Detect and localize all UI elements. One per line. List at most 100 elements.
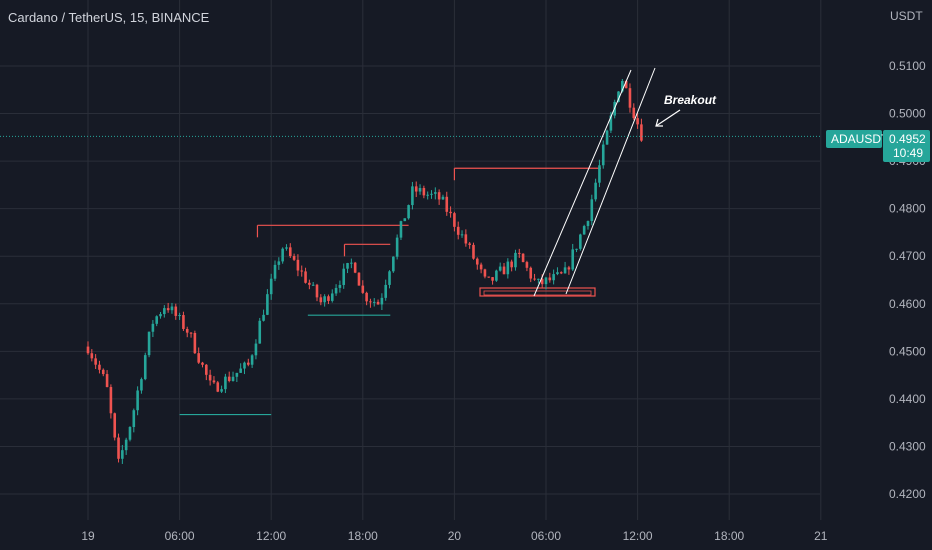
candle-body bbox=[254, 343, 258, 356]
candle-body bbox=[372, 301, 376, 303]
candle-body bbox=[468, 243, 471, 245]
candle-body bbox=[334, 287, 338, 294]
time-tick-label: 18:00 bbox=[714, 529, 744, 543]
candle-body bbox=[281, 248, 284, 262]
candle-body bbox=[258, 320, 262, 344]
candle-body bbox=[220, 389, 223, 392]
candle-body bbox=[483, 269, 487, 277]
candle-body bbox=[273, 264, 277, 279]
symbol-tag-text: ADAUSDT bbox=[831, 132, 889, 146]
candle-body bbox=[174, 306, 178, 316]
candle-body bbox=[216, 382, 220, 392]
candle-body bbox=[559, 272, 563, 274]
price-tick-label: 0.4400 bbox=[889, 392, 926, 406]
candle-body bbox=[491, 277, 494, 281]
candle-body bbox=[628, 88, 632, 108]
candle-body bbox=[357, 272, 361, 286]
candle-body bbox=[392, 256, 395, 272]
candle-body bbox=[311, 284, 315, 286]
candle-body bbox=[498, 266, 502, 271]
price-tag-value: 0.4952 bbox=[889, 132, 926, 146]
candle-body bbox=[292, 256, 296, 260]
candle-body bbox=[384, 284, 387, 298]
candle-body bbox=[533, 278, 536, 280]
candle-body bbox=[617, 91, 620, 102]
candle-body bbox=[319, 297, 323, 303]
candle-body bbox=[98, 364, 101, 370]
candle-body bbox=[170, 306, 174, 311]
candle-body bbox=[136, 390, 139, 411]
candle-body bbox=[304, 271, 307, 283]
candle-body bbox=[178, 315, 181, 317]
candle-body bbox=[90, 353, 94, 359]
candle-body bbox=[395, 237, 399, 257]
price-tag-countdown: 10:49 bbox=[893, 146, 923, 160]
candle-body bbox=[128, 427, 132, 440]
time-tick-label: 06:00 bbox=[165, 529, 195, 543]
candle-body bbox=[575, 248, 578, 250]
candle-body bbox=[521, 253, 525, 263]
candle-body bbox=[369, 301, 372, 303]
time-tick-label: 21 bbox=[814, 529, 828, 543]
price-tick-label: 0.4300 bbox=[889, 439, 926, 453]
candle-body bbox=[269, 278, 273, 295]
candle-body bbox=[601, 144, 605, 166]
candle-body bbox=[155, 316, 158, 324]
time-axis[interactable]: 19 06:00 12:00 18:00 20 06:00 12:00 18:00 21 bbox=[81, 529, 827, 543]
time-tick-label: 06:00 bbox=[531, 529, 561, 543]
candle-body bbox=[212, 380, 216, 383]
candle-body bbox=[640, 124, 643, 141]
candle-body bbox=[525, 262, 529, 268]
candle-body bbox=[151, 323, 155, 332]
candle-body bbox=[231, 376, 235, 381]
candle-body bbox=[365, 292, 368, 302]
price-tick-label: 0.4700 bbox=[889, 249, 926, 263]
candle-body bbox=[590, 199, 594, 222]
candle-body bbox=[166, 308, 170, 311]
candle-body bbox=[361, 285, 365, 293]
candle-body bbox=[571, 249, 575, 270]
candle-body bbox=[506, 261, 510, 275]
candle-body bbox=[235, 372, 239, 377]
candle-body bbox=[101, 369, 105, 375]
candle-body bbox=[197, 353, 200, 363]
candle-body bbox=[414, 186, 418, 192]
price-tag[interactable]: 0.4952 10:49 bbox=[883, 130, 930, 162]
candle-body bbox=[430, 193, 433, 195]
candle-body bbox=[342, 268, 346, 285]
candle-body bbox=[460, 234, 464, 236]
candle-body bbox=[143, 355, 147, 380]
candle-body bbox=[563, 267, 567, 274]
price-tick-label: 0.5000 bbox=[889, 107, 926, 121]
currency-label: USDT bbox=[890, 9, 923, 23]
candle-body bbox=[132, 410, 136, 428]
candle-body bbox=[407, 205, 410, 219]
price-axis[interactable]: 0.51000.50000.49000.48000.47000.46000.45… bbox=[889, 59, 926, 501]
candle-body bbox=[605, 130, 609, 145]
candle-body bbox=[338, 284, 342, 288]
time-tick-label: 19 bbox=[81, 529, 95, 543]
channel-lower-line bbox=[565, 67, 656, 295]
candle-body bbox=[147, 331, 151, 356]
candle-body bbox=[437, 192, 441, 200]
candle-body bbox=[502, 266, 506, 275]
candle-body bbox=[94, 358, 97, 365]
demand-zone-inner bbox=[483, 290, 592, 296]
grid bbox=[0, 0, 822, 520]
candle-body bbox=[529, 267, 533, 279]
candle-body bbox=[556, 272, 559, 275]
candle-body bbox=[277, 261, 281, 265]
time-tick-label: 18:00 bbox=[348, 529, 378, 543]
candle-body bbox=[113, 413, 117, 438]
candle-body bbox=[552, 274, 555, 281]
candle-body bbox=[323, 296, 326, 303]
price-tick-label: 0.4800 bbox=[889, 202, 926, 216]
candle-body bbox=[445, 196, 449, 212]
candle-body bbox=[434, 192, 437, 194]
symbol-tag[interactable]: ADAUSDT bbox=[826, 130, 889, 148]
candle-body bbox=[376, 301, 380, 305]
candle-body bbox=[380, 297, 384, 305]
candle-body bbox=[262, 314, 265, 321]
